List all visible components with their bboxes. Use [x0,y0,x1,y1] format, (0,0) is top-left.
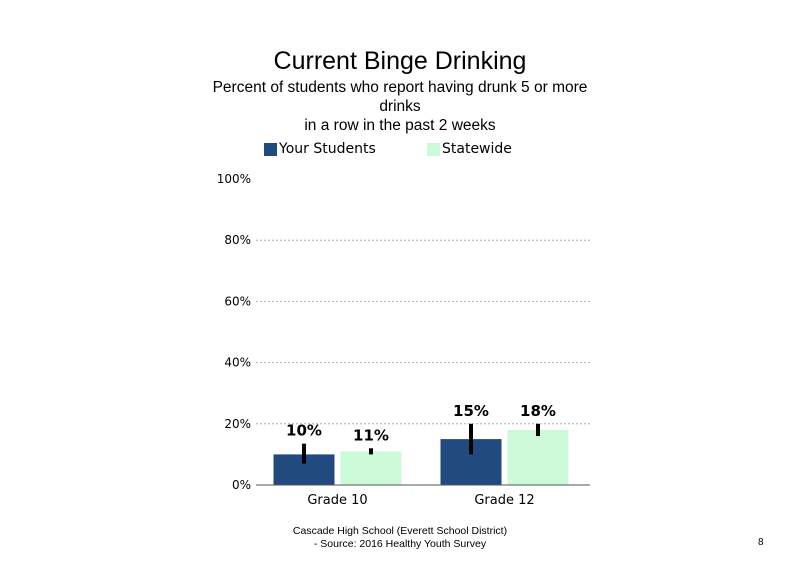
subtitle-line-3: in a row in the past 2 weeks [304,117,496,134]
x-category-label: Grade 12 [474,493,534,508]
footer-line-2: - Source: 2016 Healthy Youth Survey [313,538,487,550]
y-tick-label: 40% [224,356,251,370]
y-tick-label: 60% [224,294,251,308]
footer-line-1: Cascade High School (Everett School Dist… [292,525,508,537]
y-tick-label: 100% [217,172,251,186]
x-category-label: Grade 10 [307,493,367,508]
y-tick-label: 0% [232,478,251,492]
y-tick-label: 20% [224,417,251,431]
bar-statewide [340,451,402,485]
data-label-statewide: 18% [520,402,556,420]
chart-title: Current Binge Drinking [273,47,527,75]
legend-label-statewide: Statewide [442,141,512,157]
data-label-your-students: 15% [453,402,489,420]
subtitle-line-1: Percent of students who report having dr… [212,79,588,96]
legend-item-your-students: Your Students [264,140,376,158]
page-number: 8 [758,537,764,548]
footer-source: Cascade High School (Everett School Dist… [240,525,560,551]
legend-item-statewide: Statewide [427,140,512,158]
chart-subtitle: Percent of students who report having dr… [200,78,600,135]
legend-swatch-statewide [427,142,440,156]
bar-statewide [507,429,569,485]
subtitle-line-2: drinks [379,98,421,115]
data-label-your-students: 10% [286,422,322,440]
y-tick-label: 80% [224,233,251,247]
data-label-statewide: 11% [353,426,389,444]
legend-label-your-students: Your Students [279,141,376,157]
legend-swatch-your-students [264,142,277,156]
